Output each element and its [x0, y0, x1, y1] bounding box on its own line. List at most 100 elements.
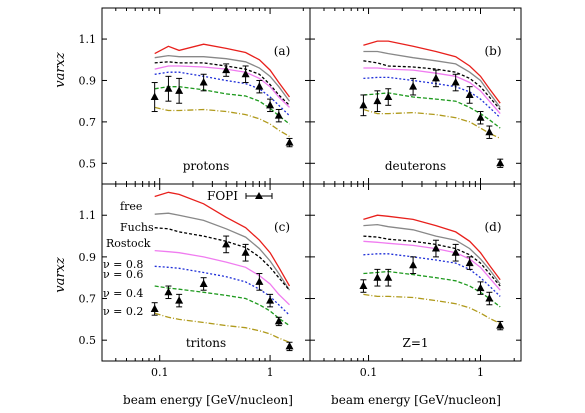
- x-tick-label: 1: [477, 366, 484, 379]
- fopi-point: [431, 244, 440, 252]
- fopi-point: [384, 92, 393, 101]
- fopi-point: [485, 127, 494, 136]
- fopi-point: [241, 248, 250, 256]
- series-line-free: [154, 43, 291, 98]
- fopi-point: [164, 84, 173, 92]
- fopi-point: [409, 260, 418, 269]
- panel-frame: [309, 183, 522, 362]
- particle-label: Z=1: [402, 336, 428, 350]
- fopi-point: [451, 248, 460, 256]
- series-line-nu06: [154, 265, 290, 316]
- series-line-rostock: [363, 235, 501, 287]
- x-tick-label: 0.1: [151, 366, 169, 379]
- series-line-nu02: [154, 312, 290, 343]
- y-tick-label: 0.9: [79, 74, 97, 87]
- series-line-nu04: [363, 92, 501, 129]
- series-line-nu08: [154, 65, 290, 108]
- fopi-point: [164, 287, 173, 296]
- series-line-nu04: [154, 285, 290, 327]
- fopi-point: [285, 138, 294, 146]
- fopi-legend-marker: [255, 192, 263, 199]
- fopi-point: [222, 65, 231, 74]
- legend-nu02: ν = 0.2: [103, 305, 143, 318]
- series-line-nu04: [154, 86, 290, 125]
- fopi-point: [241, 69, 250, 78]
- panel-label: (a): [274, 44, 291, 58]
- series-line-free: [363, 214, 501, 281]
- series-line-fuchs: [363, 223, 501, 285]
- series-line-nu08: [363, 67, 501, 115]
- series-line-nu02: [154, 106, 290, 137]
- fopi-point: [199, 78, 208, 86]
- legend-free: free: [120, 200, 142, 213]
- x-axis-label: beam energy [GeV/nucleon]: [123, 393, 293, 407]
- y-axis-label: varxz: [53, 52, 68, 88]
- legend-rostock: Rostock: [106, 237, 151, 250]
- fopi-point: [175, 296, 184, 304]
- legend-nu04: ν = 0.4: [103, 287, 143, 300]
- series-line-free: [154, 191, 291, 287]
- fopi-point: [431, 73, 440, 82]
- series-line-fuchs: [363, 50, 501, 108]
- legend-nu08: ν = 0.8: [103, 258, 143, 271]
- particle-label: deuterons: [385, 159, 446, 173]
- series-line-rostock: [154, 227, 290, 291]
- fopi-legend: FOPI: [207, 189, 273, 203]
- fopi-point: [465, 258, 474, 267]
- fopi-point: [255, 277, 264, 285]
- y-tick-label: 0.7: [79, 293, 97, 306]
- fopi-point: [485, 294, 494, 302]
- panel-c: 0.5 0.7 0.9 1.1 0.1 1 (c) tritons: [79, 183, 311, 379]
- x-tick-label: 1: [267, 366, 274, 379]
- fopi-point: [150, 304, 159, 312]
- y-tick-label: 0.5: [79, 334, 97, 347]
- fopi-point: [266, 296, 275, 304]
- particle-label: tritons: [186, 336, 226, 350]
- x-tick-label: 0.1: [360, 366, 378, 379]
- fopi-legend-label: FOPI: [207, 189, 238, 203]
- fopi-point: [266, 100, 275, 109]
- fopi-point: [285, 341, 294, 350]
- y-tick-label: 0.5: [79, 157, 97, 170]
- series-line-nu06: [363, 253, 501, 297]
- fopi-point: [359, 100, 368, 109]
- plot-root: 0.5 0.7 0.9 1.1 (a) protons (b) deuterons 0.5 0.7…: [79, 7, 522, 379]
- x-axis-label: beam energy [GeV/nucleon]: [331, 393, 501, 407]
- y-tick-label: 0.7: [79, 116, 97, 129]
- series-line-fuchs: [154, 212, 291, 291]
- panel-a: 0.5 0.7 0.9 1.1 (a) protons: [79, 7, 311, 185]
- fopi-point: [150, 92, 159, 101]
- panel-b: (b) deuterons: [309, 7, 522, 185]
- legend-fuchs: Fuchs: [120, 221, 154, 234]
- series-line-nu08: [154, 249, 290, 306]
- panel-label: (b): [484, 44, 501, 58]
- fopi-point: [409, 82, 418, 90]
- fopi-point: [496, 158, 505, 167]
- fopi-point: [465, 90, 474, 98]
- panel-d: 0.1 1 (d) Z=1: [309, 183, 522, 379]
- series-line-nu04: [363, 270, 501, 308]
- fopi-point: [274, 111, 283, 119]
- fopi-point: [496, 321, 505, 329]
- y-tick-label: 1.1: [79, 209, 97, 222]
- fopi-point: [373, 273, 382, 281]
- fopi-point: [384, 273, 393, 281]
- fopi-point: [451, 78, 460, 86]
- fopi-point: [222, 239, 231, 248]
- series-line-nu02: [363, 108, 501, 139]
- fopi-point: [476, 113, 485, 121]
- fopi-point: [255, 82, 264, 90]
- fopi-point: [373, 96, 382, 105]
- series-line-nu02: [363, 293, 501, 325]
- panel-label: (d): [484, 220, 501, 234]
- y-axis-label: varxz: [53, 257, 68, 293]
- fopi-point: [199, 279, 208, 287]
- series-line-rostock: [154, 61, 290, 106]
- series-line-free: [363, 40, 501, 104]
- fopi-point: [476, 283, 485, 292]
- legend-nu06: ν = 0.6: [103, 268, 143, 281]
- fopi-point: [175, 86, 184, 94]
- legend: free Fuchs Rostock ν = 0.8 ν = 0.6 ν = 0…: [103, 200, 154, 318]
- panel-label: (c): [274, 220, 290, 234]
